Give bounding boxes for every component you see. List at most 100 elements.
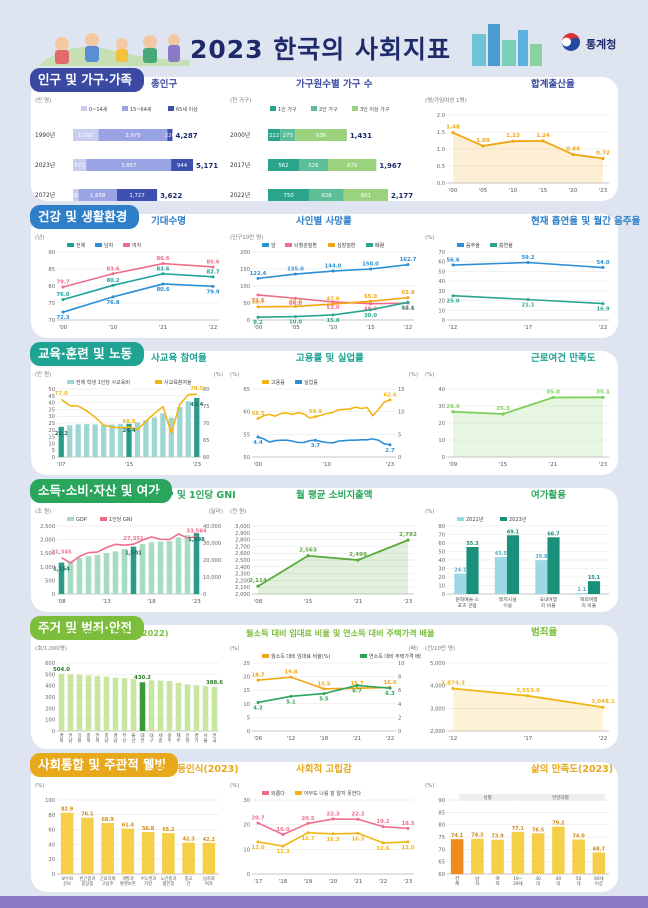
bar	[121, 548, 128, 594]
x-tick-label: 문화예술·스	[455, 596, 479, 603]
y-tick-label: 70	[438, 250, 445, 256]
x-tick-label: '15	[366, 325, 375, 331]
data-label: 15.7	[350, 681, 363, 687]
bar-label: 273	[283, 133, 293, 139]
y-tick-label: 20	[438, 299, 445, 305]
x-tick-label: 경	[113, 732, 117, 739]
legend-swatch	[270, 106, 276, 111]
bar	[94, 554, 101, 594]
unit2-label: (배)	[409, 644, 418, 652]
x-tick-label: '08	[57, 599, 66, 605]
y-tick-label: 80	[48, 284, 55, 290]
bar-label: 1,154	[53, 567, 70, 573]
x-tick-label: '22	[599, 736, 608, 742]
bar	[175, 537, 182, 594]
x-tick-label: 이용	[503, 602, 512, 609]
unit-label: (건/10만 명)	[425, 644, 455, 652]
data-label: 65.8	[401, 290, 414, 296]
data-label: 4.4	[253, 440, 263, 446]
bar	[58, 562, 65, 594]
data-label: 1.09	[476, 138, 490, 144]
total-label: 2,177	[391, 192, 413, 200]
bar-label: 55.3	[466, 541, 479, 547]
x-tick-label: '23	[404, 599, 413, 605]
section-s6: 사회통합 및 주관적 웰빙 사회갈등인식(2023) (%) 0 20 40 60 80 100…	[30, 753, 618, 892]
y-tick-label: 30	[48, 414, 55, 420]
bar-label: 626	[321, 193, 332, 199]
x-tick-label: 전	[140, 737, 144, 744]
legend-swatch	[100, 517, 107, 521]
bar-label: 61.4	[122, 823, 135, 829]
data-label: 16.5	[351, 836, 364, 842]
panel-title: 월소득 대비 임대료 비율 및 연소득 대비 주택가격 배율	[246, 628, 435, 638]
x-tick-label: 주	[167, 738, 171, 744]
data-label: 15.5	[317, 681, 330, 687]
data-point	[388, 443, 392, 447]
x-tick-label: '23	[599, 462, 608, 468]
data-point	[256, 293, 260, 297]
chart-s1-0: (만 명) 0~14세 15~64세 65세 이상 1990년 1,097 2,970 220…	[35, 96, 218, 201]
y-tick-label: 2,400	[235, 565, 250, 571]
data-point	[601, 395, 605, 399]
x-tick-label: 국내여행	[539, 596, 557, 603]
x-tick-label: 북	[86, 738, 90, 744]
data-point	[356, 558, 360, 562]
x-tick-label: '00	[254, 325, 263, 331]
bar	[182, 842, 195, 874]
data-point	[256, 678, 260, 682]
data-point	[601, 302, 605, 306]
legend-swatch	[81, 106, 87, 111]
data-point	[256, 821, 260, 825]
x-tick-label: '00	[254, 462, 263, 468]
x-tick-label: '06	[254, 736, 263, 742]
x-tick-label: 국	[212, 738, 216, 744]
bar-label: 43.4	[190, 402, 203, 408]
panel-title: 사인별 사망률	[296, 216, 352, 227]
x-tick-label: '23	[193, 462, 202, 468]
x-tick-label: '09	[449, 462, 458, 468]
y-tick-label: 5	[247, 715, 250, 721]
unit-label: (만 명)	[35, 96, 51, 104]
area-fill	[258, 540, 408, 594]
bar-label: 56.8	[142, 826, 155, 832]
y-tick-label: 60	[438, 541, 445, 547]
bar	[141, 831, 155, 874]
y2-tick-label: 60	[203, 455, 210, 461]
data-point	[406, 538, 410, 542]
unit-label: (%)	[230, 646, 240, 652]
y-tick-label: 15	[243, 688, 250, 694]
x-tick-label: 구	[149, 738, 153, 744]
y2-tick-label: 40,000	[203, 524, 221, 530]
bar-label: 430.2	[134, 675, 151, 681]
y-tick-label: 100	[45, 718, 55, 724]
bar-segment	[327, 159, 377, 171]
bar	[193, 685, 200, 731]
bar-label: 936	[316, 133, 327, 139]
x-tick-label: '00	[59, 325, 68, 331]
x-tick-label: 환경보존	[120, 880, 136, 887]
data-label: 144.0	[325, 264, 342, 270]
x-tick-label: 수도권과	[140, 875, 156, 882]
bar	[193, 533, 200, 594]
y-tick-label: 20	[438, 575, 445, 581]
data-label: 25.0	[446, 299, 459, 305]
unit-label: (%)	[425, 235, 435, 241]
y-tick-label: 60	[243, 410, 250, 416]
org-name: 통계청	[586, 38, 617, 51]
bar-segment	[167, 129, 173, 141]
bar-segment	[98, 129, 168, 141]
total-label: 4,287	[175, 132, 197, 140]
data-point	[111, 283, 115, 287]
y-tick-label: 2.0	[437, 113, 445, 119]
x-tick-label: 19~	[513, 876, 522, 882]
bar-label: 39.8	[535, 554, 548, 560]
legend-label: 남자	[104, 242, 114, 249]
x-tick-label: '05	[479, 188, 488, 194]
bar	[471, 838, 484, 874]
bar-label: 801	[361, 193, 371, 199]
group-box	[459, 794, 516, 801]
bar	[552, 826, 565, 874]
data-point	[601, 156, 605, 161]
x-tick-label: 빈곤층과	[79, 875, 95, 882]
y-tick-label: 2,600	[235, 551, 250, 557]
